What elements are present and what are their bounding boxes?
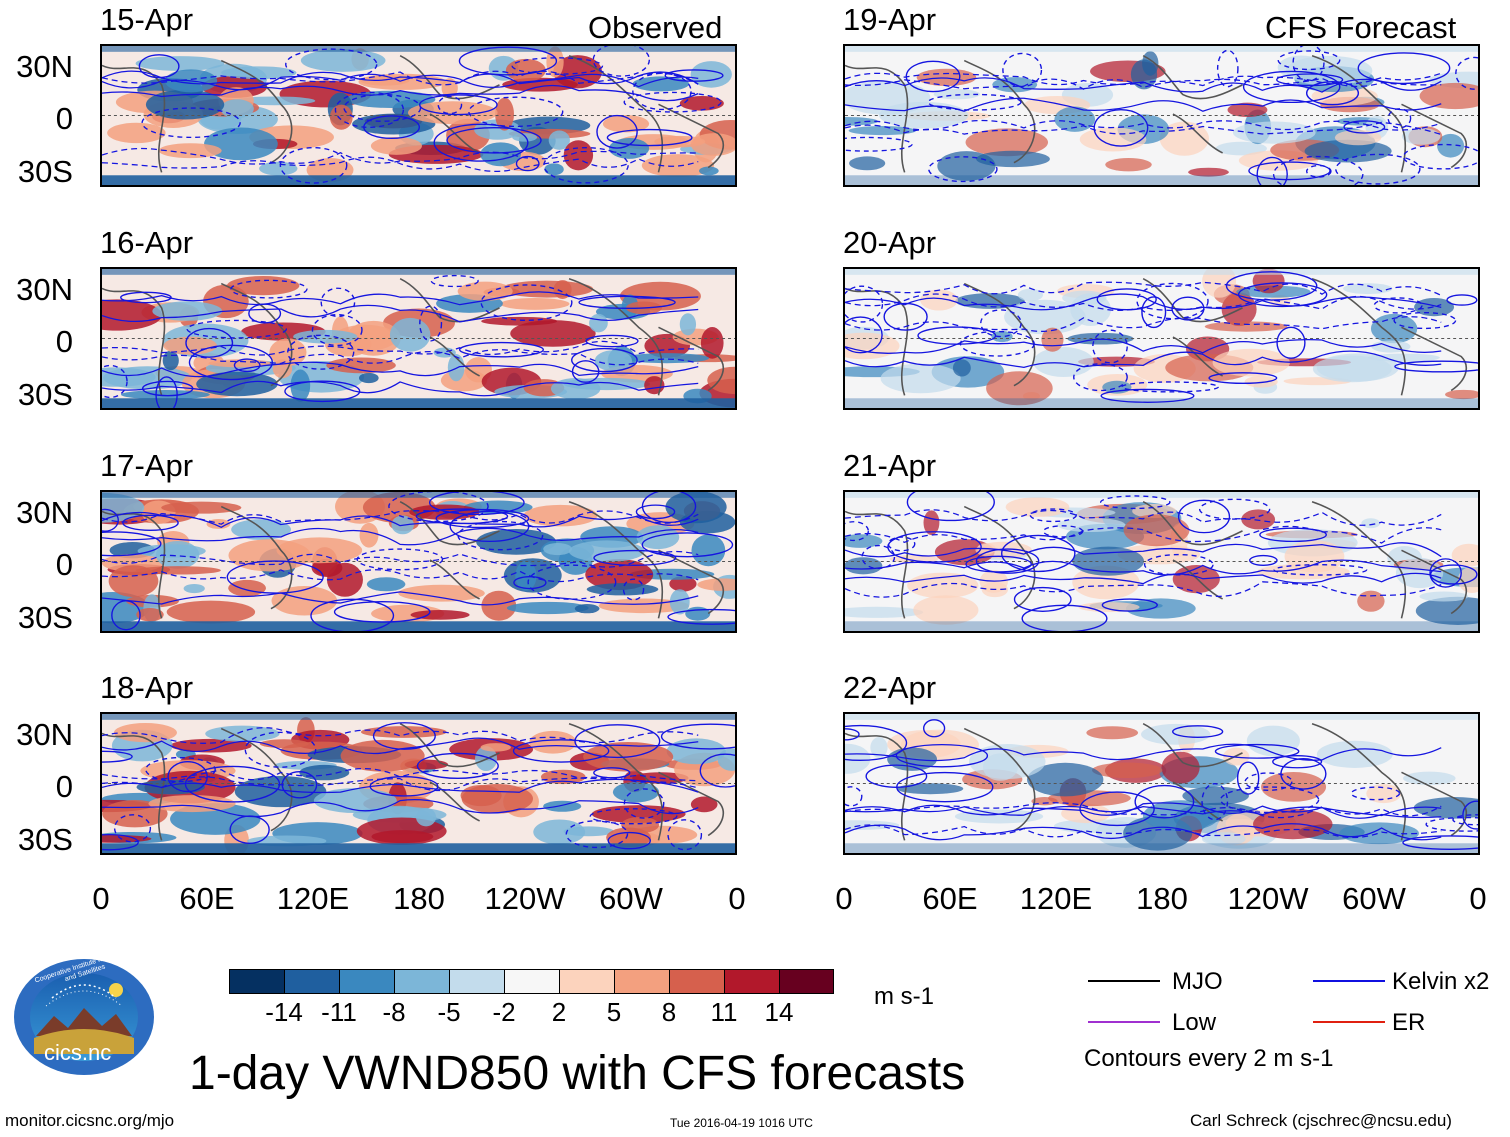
lon-tick: 120W xyxy=(1227,881,1309,916)
map-panel-forecast-2 xyxy=(843,267,1480,410)
lat-tick: 30S xyxy=(17,600,73,635)
colorbar-tick-label: -8 xyxy=(382,997,406,1027)
colorbar-tick-label: -2 xyxy=(492,997,516,1027)
observed-column-label: Observed xyxy=(588,10,723,45)
legend-label-kelvin: Kelvin x2 xyxy=(1392,968,1490,995)
colorbar-tick-label: 8 xyxy=(661,997,677,1027)
footer-timestamp: Tue 2016-04-19 1016 UTC xyxy=(670,1116,813,1130)
legend-label-er: ER xyxy=(1392,1009,1426,1036)
colorbar-swatch xyxy=(339,969,395,994)
lat-tick: 30N xyxy=(16,49,73,84)
lat-tick: 30N xyxy=(16,272,73,307)
colorbar-swatch xyxy=(229,969,285,994)
lon-tick: 120E xyxy=(276,881,350,916)
map-panel-forecast-4 xyxy=(843,712,1480,855)
figure-title: 1-day VWND850 with CFS forecasts xyxy=(189,1047,966,1100)
colorbar-swatch xyxy=(284,969,340,994)
lat-tick: 0 xyxy=(55,547,73,582)
lon-tick: 60W xyxy=(1342,881,1406,916)
lon-tick: 0 xyxy=(92,881,110,916)
colorbar-units: m s-1 xyxy=(874,983,934,1010)
map-panel-observed-1 xyxy=(100,44,737,187)
colorbar-swatch xyxy=(614,969,670,994)
legend-label-mjo: MJO xyxy=(1172,968,1223,995)
legend-contour-note: Contours every 2 m s-1 xyxy=(1084,1045,1334,1072)
colorbar xyxy=(229,969,834,994)
lon-tick: 0 xyxy=(835,881,853,916)
colorbar-tick-label: 5 xyxy=(606,997,622,1027)
lat-tick: 0 xyxy=(55,769,73,804)
lon-tick: 180 xyxy=(1136,881,1188,916)
colorbar-tick-label: -5 xyxy=(437,997,461,1027)
map-panel-observed-3 xyxy=(100,490,737,633)
panel-date-label: 16-Apr xyxy=(100,225,194,260)
footer-author: Carl Schreck (cjschrec@ncsu.edu) xyxy=(1190,1111,1452,1130)
legend-line-low xyxy=(1088,1021,1160,1023)
forecast-column-label: CFS Forecast xyxy=(1265,10,1457,45)
legend-label-low: Low xyxy=(1172,1009,1217,1036)
lat-tick: 0 xyxy=(55,324,73,359)
lon-tick: 60W xyxy=(599,881,663,916)
panel-date-label: 15-Apr xyxy=(100,2,194,37)
logo-text: cics.nc xyxy=(44,1040,112,1065)
colorbar-swatch xyxy=(394,969,450,994)
panel-date-label: 18-Apr xyxy=(100,670,194,705)
colorbar-swatch xyxy=(669,969,725,994)
colorbar-tick-label: 11 xyxy=(710,997,738,1027)
colorbar-swatch xyxy=(559,969,615,994)
legend-line-kelvin xyxy=(1313,980,1385,982)
map-panel-forecast-1 xyxy=(843,44,1480,187)
colorbar-swatch xyxy=(449,969,505,994)
panel-date-label: 17-Apr xyxy=(100,448,194,483)
map-panel-observed-4 xyxy=(100,712,737,855)
lat-tick: 30S xyxy=(17,377,73,412)
lat-tick: 30N xyxy=(16,717,73,752)
map-panel-forecast-3 xyxy=(843,490,1480,633)
legend-line-mjo xyxy=(1088,980,1160,982)
lat-tick: 30S xyxy=(17,154,73,189)
colorbar-tick-label: -11 xyxy=(321,997,357,1027)
panel-date-label: 20-Apr xyxy=(843,225,937,260)
colorbar-tick-label: 14 xyxy=(764,997,794,1027)
colorbar-swatch xyxy=(724,969,780,994)
colorbar-tick-label: 2 xyxy=(551,997,567,1027)
panel-date-label: 22-Apr xyxy=(843,670,937,705)
panel-date-label: 21-Apr xyxy=(843,448,937,483)
lon-tick: 60E xyxy=(922,881,978,916)
colorbar-tick-label: -14 xyxy=(265,997,303,1027)
cicsnc-logo: cics.nc Cooperative Institute for Climat… xyxy=(12,947,156,1076)
lon-tick: 0 xyxy=(1469,881,1487,916)
lat-tick: 30N xyxy=(16,495,73,530)
colorbar-swatch xyxy=(504,969,560,994)
panel-date-label: 19-Apr xyxy=(843,2,937,37)
lon-tick: 120E xyxy=(1019,881,1093,916)
map-panel-observed-2 xyxy=(100,267,737,410)
lon-tick: 60E xyxy=(179,881,235,916)
lat-tick: 0 xyxy=(55,101,73,136)
footer-url: monitor.cicsnc.org/mjo xyxy=(5,1111,175,1130)
lon-tick: 0 xyxy=(728,881,746,916)
colorbar-swatch xyxy=(779,969,834,994)
lon-tick: 120W xyxy=(484,881,566,916)
legend-line-er xyxy=(1313,1021,1385,1023)
lat-tick: 30S xyxy=(17,822,73,857)
lon-tick: 180 xyxy=(393,881,445,916)
